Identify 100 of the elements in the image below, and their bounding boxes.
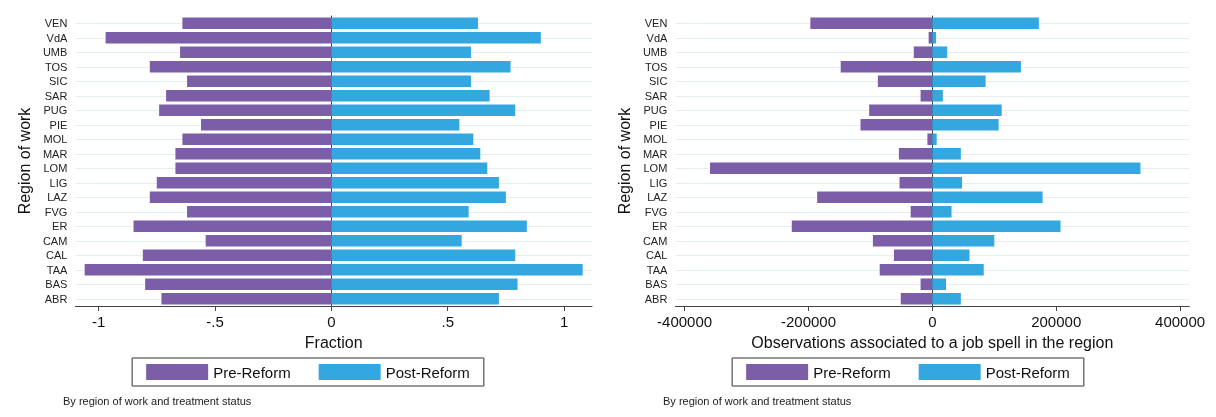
y-tick-label: TAA: [646, 263, 669, 276]
bar: [913, 46, 933, 59]
x-tick-label: 0: [327, 313, 336, 330]
x-tick-label: -400000: [657, 313, 713, 330]
bar: [932, 292, 961, 305]
y-tick-label: PIE: [49, 118, 68, 131]
legend-label: Post-Reform: [985, 363, 1070, 381]
bar: [166, 89, 332, 102]
bar: [932, 234, 995, 247]
y-tick-label: UMB: [642, 46, 668, 59]
y-tick-label: CAL: [645, 249, 668, 262]
bar: [187, 75, 332, 88]
bar: [175, 147, 332, 160]
y-tick-label: PIE: [649, 118, 668, 131]
bar: [182, 17, 332, 30]
bar: [331, 162, 488, 175]
bar: [331, 234, 462, 247]
y-tick-label: FVG: [644, 205, 668, 218]
bar: [932, 104, 1002, 117]
bar: [331, 46, 471, 59]
y-tick-label: VEN: [644, 17, 668, 30]
bar: [932, 278, 946, 291]
y-tick-label: SAR: [44, 89, 68, 102]
bar: [331, 147, 481, 160]
y-tick-label: MOL: [43, 133, 68, 146]
text: By region of work and treatment status: [63, 394, 252, 407]
bar: [180, 46, 332, 59]
y-tick-label: ABR: [644, 292, 668, 305]
bar: [879, 263, 933, 276]
y-tick-label: LAZ: [647, 191, 668, 204]
y-tick-label: VEN: [44, 17, 68, 30]
text: By region of work and treatment status: [663, 394, 852, 407]
bar: [331, 205, 469, 218]
bar: [932, 17, 1039, 30]
bar: [133, 220, 332, 233]
y-tick-label: BAS: [45, 278, 68, 291]
bar: [145, 278, 332, 291]
x-axis-title: Fraction: [304, 333, 363, 351]
bar: [810, 17, 933, 30]
y-tick-label: SIC: [649, 75, 668, 88]
bar: [910, 205, 933, 218]
y-tick-label: ABR: [44, 292, 68, 305]
bar: [331, 89, 490, 102]
bar: [860, 118, 933, 131]
bar: [84, 263, 332, 276]
bar: [932, 263, 984, 276]
legend-label: Post-Reform: [385, 363, 470, 381]
y-tick-label: LIG: [49, 176, 68, 189]
bar: [927, 133, 933, 146]
y-tick-label: LOM: [43, 162, 68, 175]
bar: [331, 176, 499, 189]
bar: [182, 133, 332, 146]
bar: [932, 133, 937, 146]
bar: [331, 75, 471, 88]
x-tick-label: 1: [559, 313, 569, 330]
bar: [932, 176, 963, 189]
y-tick-label: CAM: [42, 234, 68, 247]
bar: [105, 31, 332, 44]
y-tick-label: SAR: [644, 89, 668, 102]
bar: [840, 60, 933, 73]
bar: [817, 191, 933, 204]
y-tick-label: FVG: [44, 205, 68, 218]
bar: [331, 278, 518, 291]
bar: [932, 118, 999, 131]
y-tick-label: CAM: [642, 234, 668, 247]
y-tick-label: UMB: [42, 46, 68, 59]
y-tick-label: TAA: [46, 263, 69, 276]
bar: [898, 147, 933, 160]
y-tick-label: LIG: [649, 176, 668, 189]
legend-label: Pre-Reform: [213, 363, 291, 381]
bar: [187, 205, 332, 218]
bar: [159, 104, 332, 117]
y-axis-title: Region of work: [615, 106, 633, 215]
bar: [331, 191, 506, 204]
bar: [142, 249, 332, 262]
bar: [331, 292, 499, 305]
y-tick-label: CAL: [45, 249, 68, 262]
bar: [932, 60, 1021, 73]
y-tick-label: TOS: [644, 60, 668, 73]
bar: [791, 220, 933, 233]
bar: [932, 249, 970, 262]
bar: [899, 176, 933, 189]
bar: [331, 249, 516, 262]
bar: [869, 104, 933, 117]
bar: [932, 46, 948, 59]
bar: [900, 292, 933, 305]
bar: [932, 89, 943, 102]
y-tick-label: LOM: [643, 162, 668, 175]
bar: [932, 31, 937, 44]
bar: [932, 205, 952, 218]
bar: [161, 292, 332, 305]
bar: [331, 60, 511, 73]
y-tick-label: ER: [652, 220, 668, 233]
bar: [331, 263, 583, 276]
y-tick-label: VdA: [646, 31, 668, 44]
x-tick-label: -200000: [780, 313, 837, 330]
bar: [877, 75, 933, 88]
bar: [331, 17, 478, 30]
bar: [932, 147, 961, 160]
bar: [175, 162, 332, 175]
